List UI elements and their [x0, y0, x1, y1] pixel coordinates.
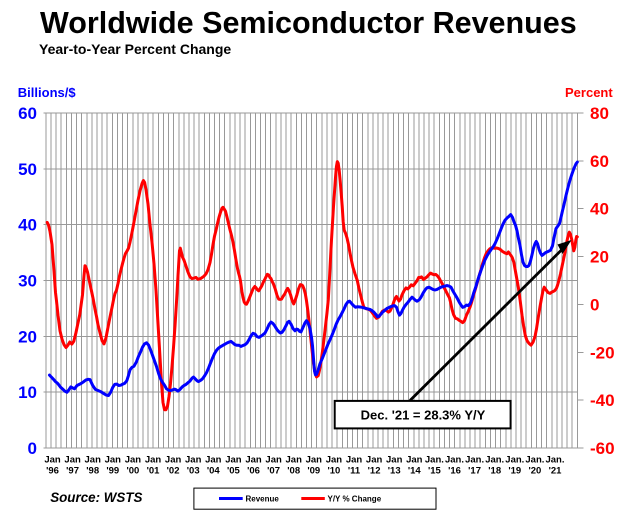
svg-text:Jan: Jan	[64, 455, 81, 466]
svg-text:Jan.: Jan.	[445, 455, 464, 466]
svg-text:20: 20	[18, 327, 37, 346]
svg-text:'16: '16	[448, 466, 461, 477]
svg-text:Jan.: Jan.	[485, 455, 504, 466]
svg-text:0: 0	[590, 295, 599, 314]
svg-text:'14: '14	[408, 466, 422, 477]
svg-text:40: 40	[590, 200, 609, 219]
svg-text:'05: '05	[227, 466, 241, 477]
svg-text:Jan.: Jan.	[425, 455, 444, 466]
svg-text:Jan: Jan	[85, 455, 102, 466]
svg-text:'10: '10	[327, 466, 340, 477]
svg-text:Jan: Jan	[145, 455, 162, 466]
svg-text:Jan: Jan	[386, 455, 403, 466]
svg-text:-20: -20	[590, 343, 615, 362]
svg-text:'18: '18	[488, 466, 501, 477]
svg-text:Jan: Jan	[44, 455, 61, 466]
svg-text:'09: '09	[307, 466, 320, 477]
svg-text:'19: '19	[508, 466, 521, 477]
svg-text:'97: '97	[66, 466, 79, 477]
svg-text:'12: '12	[368, 466, 381, 477]
svg-text:Source: WSTS: Source: WSTS	[50, 490, 142, 505]
svg-text:Jan: Jan	[265, 455, 282, 466]
svg-text:Jan: Jan	[326, 455, 343, 466]
svg-text:Jan: Jan	[185, 455, 202, 466]
svg-text:'01: '01	[147, 466, 161, 477]
svg-text:Jan: Jan	[105, 455, 122, 466]
svg-text:'96: '96	[46, 466, 59, 477]
svg-text:Worldwide Semiconductor Revenu: Worldwide Semiconductor Revenues	[40, 6, 577, 40]
svg-text:Year-to-Year Percent Change: Year-to-Year Percent Change	[39, 41, 231, 57]
svg-text:'17: '17	[468, 466, 481, 477]
svg-text:60: 60	[18, 104, 37, 123]
svg-text:Jan.: Jan.	[525, 455, 544, 466]
svg-text:40: 40	[18, 216, 37, 235]
svg-text:Jan: Jan	[366, 455, 383, 466]
svg-text:Jan.: Jan.	[465, 455, 484, 466]
svg-text:Jan.: Jan.	[505, 455, 524, 466]
svg-text:Revenue: Revenue	[246, 495, 280, 504]
svg-text:'15: '15	[428, 466, 442, 477]
svg-text:Jan: Jan	[125, 455, 142, 466]
svg-text:Jan: Jan	[406, 455, 423, 466]
svg-text:'21: '21	[549, 466, 563, 477]
svg-text:'07: '07	[267, 466, 280, 477]
svg-text:0: 0	[28, 439, 37, 458]
svg-text:20: 20	[590, 248, 609, 267]
svg-text:'02: '02	[167, 466, 180, 477]
svg-text:'00: '00	[126, 466, 139, 477]
svg-text:Jan: Jan	[245, 455, 262, 466]
svg-text:'06: '06	[247, 466, 260, 477]
svg-text:30: 30	[18, 272, 37, 291]
svg-text:Y/Y % Change: Y/Y % Change	[328, 495, 382, 504]
svg-text:Jan: Jan	[205, 455, 222, 466]
svg-text:Jan: Jan	[225, 455, 242, 466]
svg-text:'03: '03	[187, 466, 200, 477]
svg-text:10: 10	[18, 383, 37, 402]
svg-text:Dec. '21 = 28.3% Y/Y: Dec. '21 = 28.3% Y/Y	[361, 408, 486, 423]
svg-text:50: 50	[18, 160, 37, 179]
svg-text:Billions/$: Billions/$	[18, 85, 77, 100]
svg-text:Jan: Jan	[306, 455, 323, 466]
svg-text:'98: '98	[86, 466, 99, 477]
svg-text:Jan.: Jan.	[545, 455, 564, 466]
svg-text:Jan: Jan	[286, 455, 303, 466]
svg-text:-60: -60	[590, 439, 615, 458]
svg-text:'04: '04	[207, 466, 221, 477]
svg-text:'13: '13	[388, 466, 401, 477]
svg-text:'11: '11	[348, 466, 361, 477]
svg-text:80: 80	[590, 104, 609, 123]
svg-text:Jan: Jan	[346, 455, 363, 466]
svg-text:Percent: Percent	[565, 85, 613, 100]
svg-text:'99: '99	[106, 466, 119, 477]
svg-text:'20: '20	[528, 466, 541, 477]
svg-text:Jan: Jan	[165, 455, 182, 466]
svg-text:60: 60	[590, 152, 609, 171]
svg-text:'08: '08	[287, 466, 300, 477]
svg-text:-40: -40	[590, 391, 615, 410]
